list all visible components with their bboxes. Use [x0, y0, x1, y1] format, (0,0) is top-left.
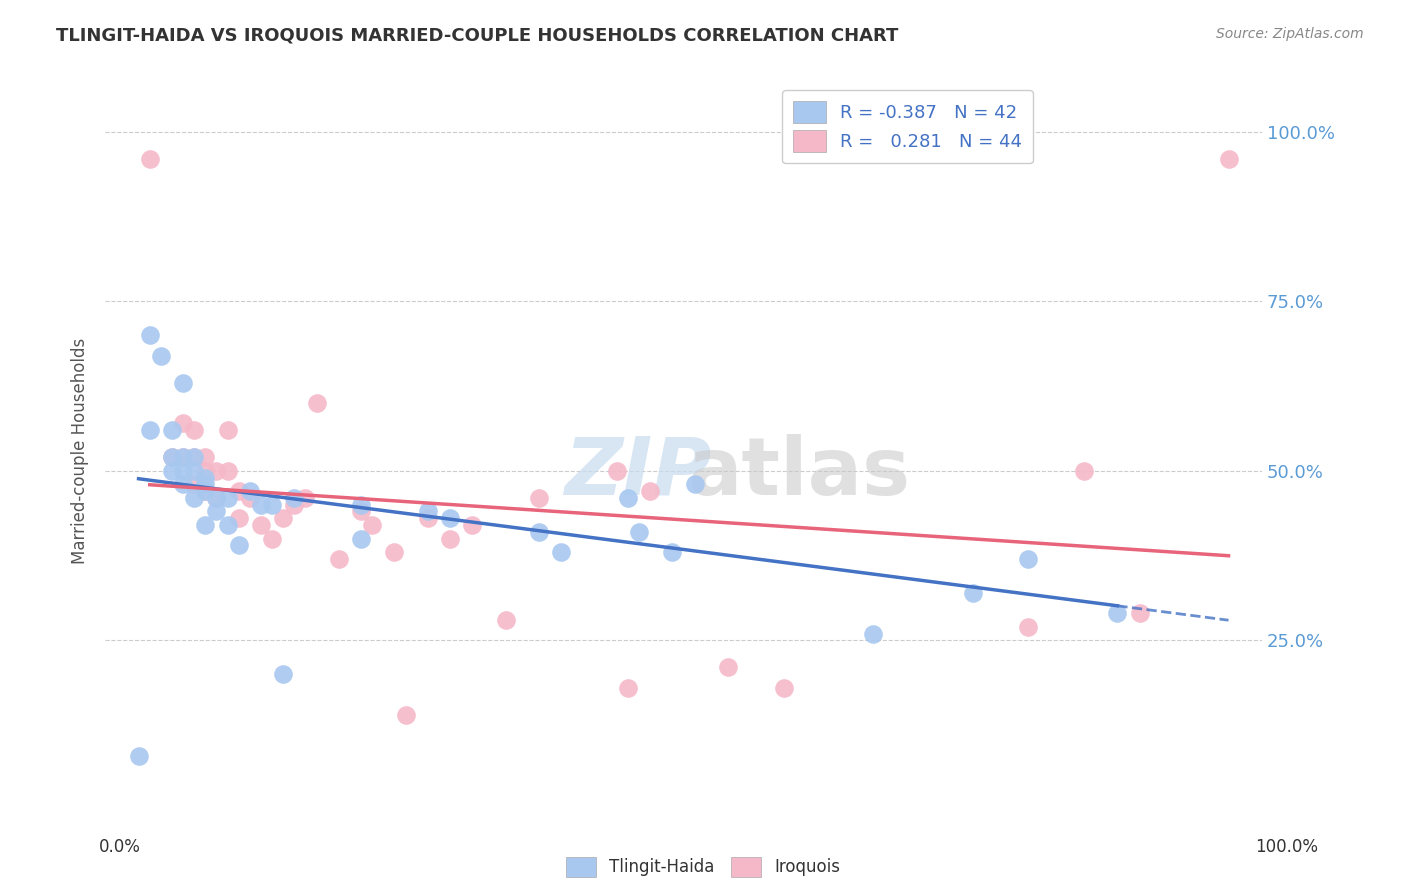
- Point: [461, 518, 484, 533]
- Point: [183, 423, 205, 437]
- Point: [283, 498, 305, 512]
- Point: [205, 491, 228, 505]
- Point: [305, 396, 328, 410]
- Point: [350, 498, 373, 512]
- Point: [194, 477, 217, 491]
- Point: [260, 532, 283, 546]
- Point: [772, 681, 794, 695]
- Point: [384, 545, 406, 559]
- Legend: Tlingit-Haida, Iroquois: Tlingit-Haida, Iroquois: [560, 850, 846, 884]
- Point: [1017, 620, 1039, 634]
- Point: [205, 491, 228, 505]
- Point: [217, 464, 239, 478]
- Point: [271, 667, 294, 681]
- Point: [617, 681, 640, 695]
- Text: atlas: atlas: [688, 434, 911, 512]
- Point: [138, 152, 160, 166]
- Point: [138, 423, 160, 437]
- Point: [239, 491, 262, 505]
- Point: [228, 484, 250, 499]
- Text: Source: ZipAtlas.com: Source: ZipAtlas.com: [1216, 27, 1364, 41]
- Point: [416, 511, 439, 525]
- Point: [172, 477, 194, 491]
- Point: [160, 450, 183, 465]
- Text: TLINGIT-HAIDA VS IROQUOIS MARRIED-COUPLE HOUSEHOLDS CORRELATION CHART: TLINGIT-HAIDA VS IROQUOIS MARRIED-COUPLE…: [56, 27, 898, 45]
- Point: [128, 748, 150, 763]
- Point: [183, 491, 205, 505]
- Point: [717, 660, 740, 674]
- Point: [160, 464, 183, 478]
- Point: [294, 491, 316, 505]
- Point: [617, 491, 640, 505]
- Point: [172, 376, 194, 390]
- Point: [183, 450, 205, 465]
- Point: [172, 450, 194, 465]
- Point: [361, 518, 384, 533]
- Point: [271, 511, 294, 525]
- Point: [194, 484, 217, 499]
- Point: [661, 545, 683, 559]
- Point: [172, 450, 194, 465]
- Point: [350, 504, 373, 518]
- Point: [194, 484, 217, 499]
- Point: [194, 450, 217, 465]
- Point: [183, 464, 205, 478]
- Point: [1017, 552, 1039, 566]
- Text: 100.0%: 100.0%: [1256, 838, 1317, 855]
- Point: [439, 511, 461, 525]
- Point: [149, 349, 172, 363]
- Point: [862, 626, 884, 640]
- Point: [416, 504, 439, 518]
- Point: [205, 464, 228, 478]
- Point: [172, 417, 194, 431]
- Point: [350, 532, 373, 546]
- Point: [394, 708, 416, 723]
- Point: [160, 450, 183, 465]
- Point: [550, 545, 572, 559]
- Point: [1218, 152, 1240, 166]
- Point: [205, 504, 228, 518]
- Legend: R = -0.387   N = 42, R =   0.281   N = 44: R = -0.387 N = 42, R = 0.281 N = 44: [783, 90, 1033, 163]
- Point: [439, 532, 461, 546]
- Point: [217, 491, 239, 505]
- Point: [495, 613, 517, 627]
- Point: [138, 328, 160, 343]
- Point: [228, 511, 250, 525]
- Text: ZIP: ZIP: [564, 434, 711, 512]
- Point: [1128, 606, 1150, 620]
- Point: [683, 477, 706, 491]
- Point: [606, 464, 628, 478]
- Point: [194, 470, 217, 484]
- Point: [328, 552, 350, 566]
- Point: [260, 498, 283, 512]
- Point: [638, 484, 661, 499]
- Point: [962, 586, 984, 600]
- Point: [527, 524, 550, 539]
- Point: [194, 464, 217, 478]
- Point: [217, 518, 239, 533]
- Point: [183, 450, 205, 465]
- Y-axis label: Married-couple Households: Married-couple Households: [72, 337, 89, 564]
- Point: [217, 423, 239, 437]
- Point: [527, 491, 550, 505]
- Point: [250, 518, 273, 533]
- Point: [239, 484, 262, 499]
- Text: 0.0%: 0.0%: [98, 838, 141, 855]
- Point: [228, 538, 250, 552]
- Point: [160, 423, 183, 437]
- Point: [628, 524, 651, 539]
- Point: [250, 498, 273, 512]
- Point: [283, 491, 305, 505]
- Point: [1073, 464, 1095, 478]
- Point: [1107, 606, 1129, 620]
- Point: [183, 477, 205, 491]
- Point: [194, 518, 217, 533]
- Point: [172, 464, 194, 478]
